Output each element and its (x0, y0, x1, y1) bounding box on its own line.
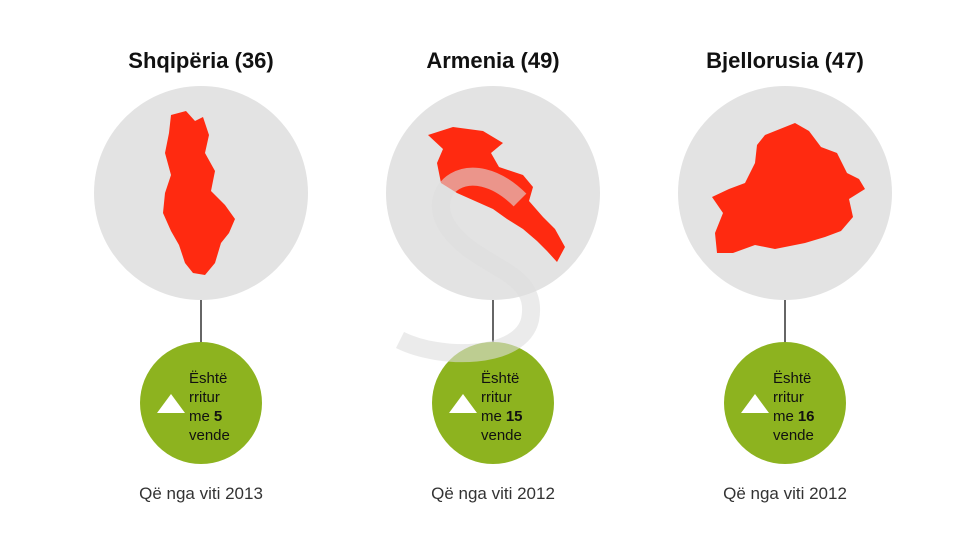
country-map (428, 127, 565, 262)
badge-text: rritur (773, 389, 804, 406)
badge-text: me (189, 408, 210, 425)
column-footer: Që nga viti 2012 (723, 484, 847, 503)
column-footer: Që nga viti 2012 (431, 484, 555, 503)
country-column: Armenia (49) Është rritur me 15 vende Që nga v… (385, 48, 601, 503)
badge-text: me 16 (773, 408, 815, 425)
badge-text: me (481, 408, 502, 425)
country-map (163, 111, 235, 275)
watermark (395, 167, 541, 363)
badge-text: Është (189, 370, 227, 387)
country-column: Bjellorusia (47) Është rritur me 16 vende Që n… (677, 48, 893, 503)
badge-text: Është (481, 370, 519, 387)
badge-number: 15 (506, 408, 523, 425)
column-title: Shqipëria (36) (128, 48, 273, 73)
badge-text: Është (773, 370, 811, 387)
badge-text: me 5 (189, 408, 222, 425)
badge-text: vende (773, 427, 814, 444)
country-column: Shqipëria (36) Është rritur me 5 vende Që nga … (93, 48, 309, 503)
column-title: Armenia (49) (426, 48, 559, 73)
badge-text: me (773, 408, 794, 425)
country-map (712, 123, 865, 253)
badge-number: 16 (798, 408, 815, 425)
badge-text: vende (481, 427, 522, 444)
badge-text: me 15 (481, 408, 523, 425)
column-footer: Që nga viti 2013 (139, 484, 263, 503)
badge-text: rritur (481, 389, 512, 406)
badge-number: 5 (214, 408, 222, 425)
badge-text: vende (189, 427, 230, 444)
badge-text: rritur (189, 389, 220, 406)
column-title: Bjellorusia (47) (706, 48, 864, 73)
